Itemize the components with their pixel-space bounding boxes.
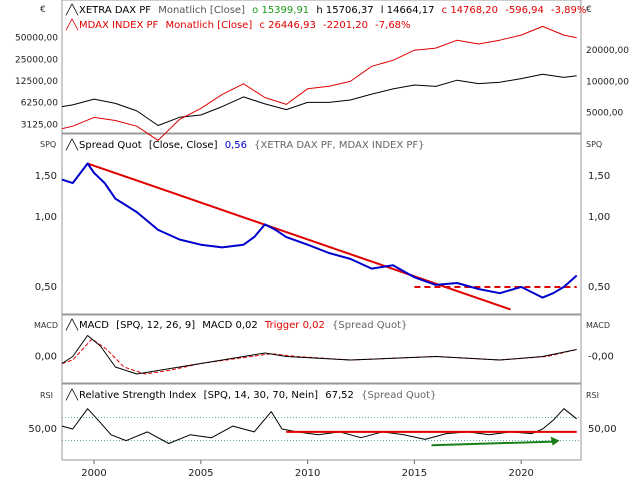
spread-left-unit: SPQ [40, 140, 56, 149]
rsi-legend-source: {Spread Quot} [361, 390, 436, 401]
spread-legend-icon: ╱╲ [65, 138, 79, 151]
spread-series-line [61, 162, 578, 299]
price-right-tick-label: 5000,00 [586, 109, 623, 119]
macd-legend-name: MACD [79, 320, 109, 331]
x-axis-tick-label: 2015 [402, 468, 427, 479]
spread-right-tick-label: 1,00 [588, 212, 610, 223]
dax-legend-change: -596,94 [505, 5, 544, 16]
rsi-left-unit: RSI [40, 391, 53, 400]
dax-legend-high: h 15706,37 [316, 5, 373, 16]
price-left-tick-label: 50000,00 [15, 34, 58, 44]
x-axis-tick-label: 2010 [295, 468, 320, 479]
mdax-legend-name: MDAX INDEX PF [79, 20, 159, 31]
macd-legend-trigger: Trigger 0,02 [264, 320, 325, 331]
dax-legend-icon: ╱╲ [65, 3, 79, 16]
macd-legend-params: [SPQ, 12, 26, 9] [116, 320, 195, 331]
rsi-right-unit: RSI [586, 391, 599, 400]
spread-legend-meta: [Close, Close] [149, 140, 218, 151]
macd-left-unit: MACD [34, 321, 58, 330]
price-left-tick-label: 3125,00 [21, 120, 58, 130]
dax-legend-meta: Monatlich [Close] [158, 5, 245, 16]
dax-series-line [61, 73, 577, 126]
price-right-tick-label: 20000,00 [586, 46, 629, 56]
macd-series-line [61, 335, 577, 375]
macd-legend: ╱╲ MACD [SPQ, 12, 26, 9] MACD 0,02 Trigg… [65, 318, 407, 331]
macd-right-tick-label: -0,00 [588, 352, 614, 363]
mdax-legend-change: -2201,20 [323, 20, 368, 31]
dax-legend-open: o 15399,91 [252, 5, 309, 16]
spread-left-tick-label: 1,50 [35, 171, 57, 182]
rsi-legend-name: Relative Strength Index [79, 390, 197, 401]
mdax-legend-meta: Monatlich [Close] [165, 20, 252, 31]
rsi-legend: ╱╲ Relative Strength Index [SPQ, 14, 30,… [65, 388, 436, 401]
spread-left-tick-label: 1,00 [35, 212, 57, 223]
macd-legend-source: {Spread Quot} [332, 320, 407, 331]
spread-legend-name: Spread Quot [79, 140, 142, 151]
spread-legend-source: {XETRA DAX PF, MDAX INDEX PF} [254, 140, 424, 151]
macd-left-tick-label: 0,00 [35, 352, 57, 363]
mdax-legend-close: c 26446,93 [259, 20, 315, 31]
dax-legend-pct: -3,89% [551, 5, 586, 16]
price-left-tick-label: 25000,00 [15, 55, 58, 65]
x-axis-tick-label: 2020 [508, 468, 533, 479]
rsi-right-tick-label: 50,00 [588, 424, 617, 435]
spread-left-tick-label: 0,50 [35, 282, 57, 293]
macd-legend-value: MACD 0,02 [202, 320, 257, 331]
dax-legend-name: XETRA DAX PF [79, 5, 151, 16]
macd-right-unit: MACD [586, 321, 610, 330]
spread-legend: ╱╲ Spread Quot [Close, Close] 0,56 {XETR… [65, 138, 425, 151]
price-left-tick-label: 6250,00 [21, 99, 58, 109]
chart-dynamic-layer: 50000,00 25000,00 12500,00 6250,00 3125,00 20… [15, 25, 629, 479]
rsi-left-tick-label: 50,00 [28, 424, 57, 435]
price-left-tick-label: 12500,00 [15, 77, 58, 87]
price-panel-frame [61, 0, 582, 134]
mdax-legend-pct: -7,68% [375, 20, 410, 31]
spread-legend-value: 0,56 [225, 140, 247, 151]
svg-text:Spread Quot [Close, Clos: Spread Quot [Close, Close] 0,56 {XETRA D… [79, 140, 425, 151]
price-legend-line-2: ╱╲ MDAX INDEX PF Monatlich [Close] c 264… [65, 18, 411, 31]
rsi-legend-icon: ╱╲ [65, 388, 79, 401]
rsi-legend-value: 67,52 [325, 390, 354, 401]
rsi-panel-frame [61, 383, 582, 461]
dax-legend-low: l 14664,17 [381, 5, 435, 16]
x-axis-tick-label: 2005 [188, 468, 213, 479]
price-right-unit: € [586, 5, 592, 15]
macd-legend-icon: ╱╲ [65, 318, 79, 331]
price-legend-line-1: ╱╲ XETRA DAX PF Monatlich [Close] o 1539… [65, 3, 586, 16]
rsi-legend-params: [SPQ, 14, 30, 70, Nein] [204, 390, 319, 401]
price-left-unit: € [40, 5, 46, 15]
svg-text:MDAX INDEX PF Monatlich: MDAX INDEX PF Monatlich [Close] c 26446,… [79, 20, 411, 31]
spread-right-tick-label: 0,50 [588, 282, 610, 293]
rsi-divergence-arrow-head [550, 436, 560, 446]
spread-right-tick-label: 1,50 [588, 171, 610, 182]
spread-panel-frame [61, 133, 582, 315]
spread-right-unit: SPQ [586, 140, 602, 149]
svg-text:MACD [SPQ, 12, 26, 9]: MACD [SPQ, 12, 26, 9] MACD 0,02 Trigger … [79, 320, 407, 331]
price-right-tick-label: 10000,00 [586, 77, 629, 87]
dax-legend-close: c 14768,20 [442, 5, 498, 16]
x-axis-tick-label: 2000 [81, 468, 106, 479]
mdax-legend-icon: ╱╲ [65, 18, 79, 31]
mdax-series-line [61, 25, 577, 141]
svg-text:Relative Strength Index: Relative Strength Index [SPQ, 14, 30, 70… [79, 390, 436, 401]
svg-text:XETRA DAX PF Monatlich [: XETRA DAX PF Monatlich [Close] o 15399,9… [79, 5, 586, 16]
rsi-divergence-arrow-shaft [431, 440, 554, 447]
